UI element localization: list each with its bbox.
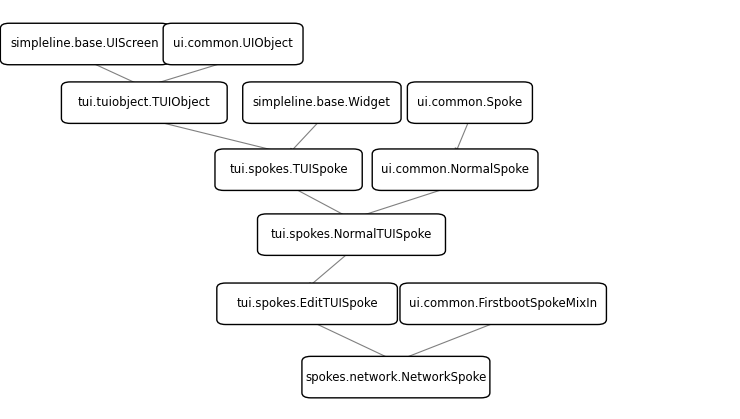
Text: tui.spokes.TUISpoke: tui.spokes.TUISpoke	[229, 163, 348, 176]
Text: ui.common.NormalSpoke: ui.common.NormalSpoke	[381, 163, 529, 176]
FancyBboxPatch shape	[400, 283, 607, 324]
FancyBboxPatch shape	[215, 149, 363, 190]
Text: spokes.network.NetworkSpoke: spokes.network.NetworkSpoke	[305, 370, 487, 384]
Text: ui.common.Spoke: ui.common.Spoke	[417, 96, 522, 109]
Text: tui.tuiobject.TUIObject: tui.tuiobject.TUIObject	[78, 96, 211, 109]
FancyBboxPatch shape	[61, 82, 227, 123]
FancyBboxPatch shape	[372, 149, 538, 190]
Text: simpleline.base.Widget: simpleline.base.Widget	[253, 96, 391, 109]
FancyBboxPatch shape	[302, 356, 490, 398]
FancyBboxPatch shape	[217, 283, 397, 324]
FancyBboxPatch shape	[163, 23, 303, 65]
Text: ui.common.UIObject: ui.common.UIObject	[173, 37, 293, 51]
Text: tui.spokes.EditTUISpoke: tui.spokes.EditTUISpoke	[236, 297, 378, 310]
FancyBboxPatch shape	[243, 82, 401, 123]
FancyBboxPatch shape	[1, 23, 169, 65]
FancyBboxPatch shape	[407, 82, 533, 123]
FancyBboxPatch shape	[258, 214, 445, 255]
Text: ui.common.FirstbootSpokeMixIn: ui.common.FirstbootSpokeMixIn	[409, 297, 597, 310]
Text: tui.spokes.NormalTUISpoke: tui.spokes.NormalTUISpoke	[271, 228, 432, 241]
Text: simpleline.base.UIScreen: simpleline.base.UIScreen	[11, 37, 159, 51]
